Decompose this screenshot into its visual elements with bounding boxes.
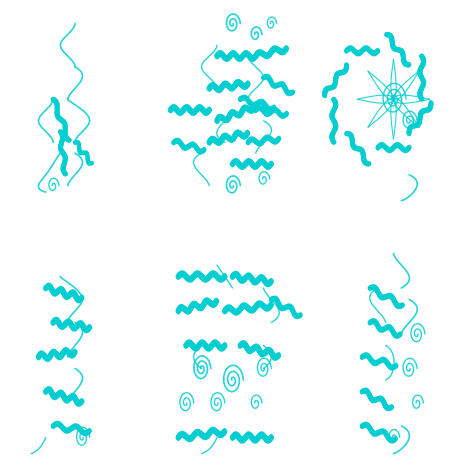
Text: b: b: [161, 10, 174, 28]
Text: e: e: [161, 251, 173, 269]
Text: c: c: [321, 10, 332, 28]
Text: f: f: [321, 251, 329, 269]
